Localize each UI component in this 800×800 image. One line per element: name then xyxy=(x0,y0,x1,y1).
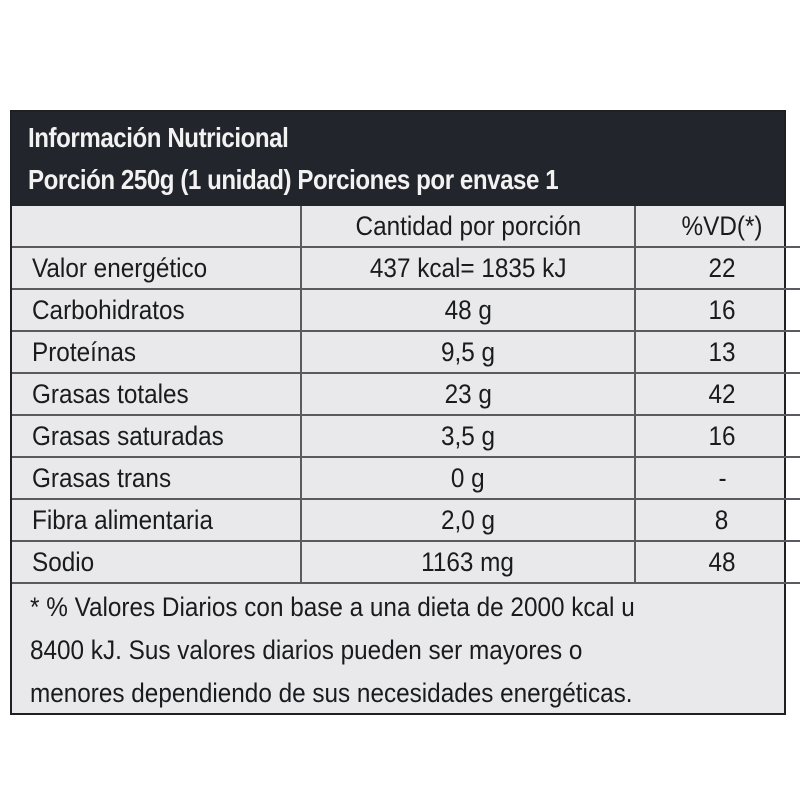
table-row: Grasas saturadas 3,5 g 16 xyxy=(12,414,800,458)
label-title: Información Nutricional xyxy=(28,122,289,153)
table-header-row: Cantidad por porción %VD(*) xyxy=(12,206,800,248)
portion-info: Porción 250g (1 unidad) Porciones por en… xyxy=(28,164,559,195)
nutrient-amount: 2,0 g xyxy=(300,498,636,542)
footnote-line: 8400 kJ. Sus valores diarios pueden ser … xyxy=(30,635,583,665)
nutrient-daily-value: 48 xyxy=(634,540,800,584)
nutrient-daily-value: 16 xyxy=(634,414,800,458)
nutrient-name: Grasas trans xyxy=(12,456,302,500)
nutrient-amount: 3,5 g xyxy=(300,414,636,458)
nutrient-name: Carbohidratos xyxy=(12,288,302,332)
table-row: Sodio 1163 mg 48 xyxy=(12,540,800,584)
nutrient-name: Grasas saturadas xyxy=(12,414,302,458)
nutrient-amount: 1163 mg xyxy=(300,540,636,584)
column-header-amount: Cantidad por porción xyxy=(300,206,636,248)
nutrient-name: Grasas totales xyxy=(12,372,302,416)
nutrient-amount: 48 g xyxy=(300,288,636,332)
label-header: Información Nutricional Porción 250g (1 … xyxy=(12,112,784,206)
nutrient-amount: 0 g xyxy=(300,456,636,500)
nutrient-daily-value: 42 xyxy=(634,372,800,416)
nutrient-daily-value: 16 xyxy=(634,288,800,332)
daily-value-footnote: * % Valores Diarios con base a una dieta… xyxy=(30,586,780,715)
nutrition-facts-label: Información Nutricional Porción 250g (1 … xyxy=(10,110,800,715)
nutrient-daily-value: 13 xyxy=(634,330,800,374)
nutrient-amount: 437 kcal= 1835 kJ xyxy=(300,246,636,290)
table-row: Proteínas 9,5 g 13 xyxy=(12,330,800,374)
table-row: Carbohidratos 48 g 16 xyxy=(12,288,800,332)
nutrient-daily-value: 22 xyxy=(634,246,800,290)
table-row: Grasas trans 0 g - xyxy=(12,456,800,500)
table-row: Grasas totales 23 g 42 xyxy=(12,372,800,416)
table-row: Valor energético 437 kcal= 1835 kJ 22 xyxy=(12,246,800,290)
nutrition-table: Cantidad por porción %VD(*) Valor energé… xyxy=(12,206,800,584)
nutrient-daily-value: - xyxy=(634,456,800,500)
column-header-nutrient xyxy=(12,206,302,248)
table-row: Fibra alimentaria 2,0 g 8 xyxy=(12,498,800,542)
nutrient-amount: 9,5 g xyxy=(300,330,636,374)
column-header-daily-value: %VD(*) xyxy=(634,206,800,248)
nutrient-name: Fibra alimentaria xyxy=(12,498,302,542)
nutrient-daily-value: 8 xyxy=(634,498,800,542)
nutrient-name: Sodio xyxy=(12,540,302,584)
nutrient-name: Proteínas xyxy=(12,330,302,374)
nutrient-name: Valor energético xyxy=(12,246,302,290)
footnote-line: menores dependiendo de sus necesidades e… xyxy=(30,678,633,708)
nutrient-amount: 23 g xyxy=(300,372,636,416)
footnote-line: * % Valores Diarios con base a una dieta… xyxy=(30,592,635,622)
